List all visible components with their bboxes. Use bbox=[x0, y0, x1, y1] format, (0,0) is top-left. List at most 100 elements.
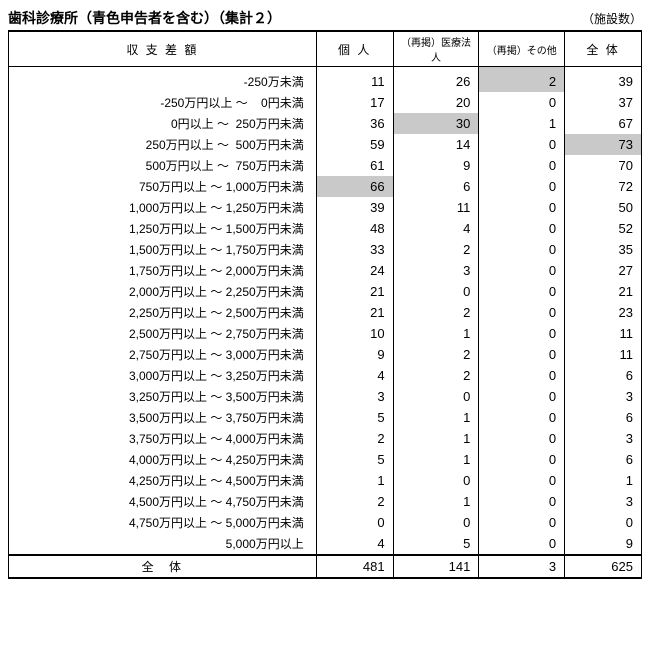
unit-label: （施設数） bbox=[582, 10, 642, 27]
cell-value: 11 bbox=[316, 67, 393, 93]
cell-value: 2 bbox=[393, 302, 479, 323]
cell-value: 11 bbox=[565, 323, 642, 344]
row-label: -250万未満 bbox=[9, 67, 317, 93]
cell-value: 1 bbox=[565, 470, 642, 491]
cell-value: 0 bbox=[479, 344, 565, 365]
cell-value: 6 bbox=[565, 449, 642, 470]
row-label: 2,250万円以上 ～ 2,500万円未満 bbox=[9, 302, 317, 323]
cell-value: 5 bbox=[393, 533, 479, 555]
cell-value: 0 bbox=[393, 281, 479, 302]
cell-value: 26 bbox=[393, 67, 479, 93]
table-row: 1,500万円以上 ～ 1,750万円未満332035 bbox=[9, 239, 642, 260]
table-row: 1,000万円以上 ～ 1,250万円未満3911050 bbox=[9, 197, 642, 218]
cell-value: 0 bbox=[479, 512, 565, 533]
cell-value: 1 bbox=[393, 449, 479, 470]
cell-value: 61 bbox=[316, 155, 393, 176]
cell-value: 67 bbox=[565, 113, 642, 134]
total-value: 141 bbox=[393, 555, 479, 578]
table-row: 3,250万円以上 ～ 3,500万円未満3003 bbox=[9, 386, 642, 407]
cell-value: 50 bbox=[565, 197, 642, 218]
cell-value: 4 bbox=[316, 365, 393, 386]
cell-value: 5 bbox=[316, 407, 393, 428]
cell-value: 3 bbox=[316, 386, 393, 407]
cell-value: 0 bbox=[479, 218, 565, 239]
cell-value: 27 bbox=[565, 260, 642, 281]
row-label: 5,000万円以上 bbox=[9, 533, 317, 555]
cell-value: 11 bbox=[393, 197, 479, 218]
row-label: 750万円以上 ～ 1,000万円未満 bbox=[9, 176, 317, 197]
cell-value: 66 bbox=[316, 176, 393, 197]
cell-value: 2 bbox=[316, 428, 393, 449]
cell-value: 39 bbox=[565, 67, 642, 93]
col-header-corporation: （再掲）医療法人 bbox=[393, 31, 479, 67]
cell-value: 0 bbox=[479, 407, 565, 428]
cell-value: 23 bbox=[565, 302, 642, 323]
table-row: 4,500万円以上 ～ 4,750万円未満2103 bbox=[9, 491, 642, 512]
table-row: 1,750万円以上 ～ 2,000万円未満243027 bbox=[9, 260, 642, 281]
cell-value: 36 bbox=[316, 113, 393, 134]
page-title: 歯科診療所（青色申告者を含む）（集計２） bbox=[8, 8, 281, 28]
cell-value: 0 bbox=[479, 533, 565, 555]
table-row: 4,000万円以上 ～ 4,250万円未満5106 bbox=[9, 449, 642, 470]
cell-value: 14 bbox=[393, 134, 479, 155]
cell-value: 30 bbox=[393, 113, 479, 134]
cell-value: 0 bbox=[393, 512, 479, 533]
cell-value: 0 bbox=[479, 302, 565, 323]
row-label: 250万円以上 ～ 500万円未満 bbox=[9, 134, 317, 155]
cell-value: 0 bbox=[479, 491, 565, 512]
cell-value: 21 bbox=[316, 281, 393, 302]
table-row: 500万円以上 ～ 750万円未満619070 bbox=[9, 155, 642, 176]
header-row: 収 支 差 額 個 人 （再掲）医療法人 （再掲）その他 全 体 bbox=[9, 31, 642, 67]
col-header-label: 収 支 差 額 bbox=[9, 31, 317, 67]
cell-value: 0 bbox=[479, 176, 565, 197]
cell-value: 3 bbox=[393, 260, 479, 281]
table-row: -250万未満1126239 bbox=[9, 67, 642, 93]
table-row: -250万円以上 ～ 0円未満1720037 bbox=[9, 92, 642, 113]
row-label: 1,000万円以上 ～ 1,250万円未満 bbox=[9, 197, 317, 218]
cell-value: 20 bbox=[393, 92, 479, 113]
row-label: 4,500万円以上 ～ 4,750万円未満 bbox=[9, 491, 317, 512]
row-label: 3,000万円以上 ～ 3,250万円未満 bbox=[9, 365, 317, 386]
cell-value: 33 bbox=[316, 239, 393, 260]
cell-value: 39 bbox=[316, 197, 393, 218]
cell-value: 72 bbox=[565, 176, 642, 197]
row-label: 4,000万円以上 ～ 4,250万円未満 bbox=[9, 449, 317, 470]
cell-value: 0 bbox=[393, 386, 479, 407]
cell-value: 10 bbox=[316, 323, 393, 344]
col-header-other: （再掲）その他 bbox=[479, 31, 565, 67]
cell-value: 0 bbox=[479, 260, 565, 281]
table-row: 2,000万円以上 ～ 2,250万円未満210021 bbox=[9, 281, 642, 302]
cell-value: 35 bbox=[565, 239, 642, 260]
cell-value: 2 bbox=[393, 344, 479, 365]
cell-value: 0 bbox=[479, 155, 565, 176]
cell-value: 4 bbox=[316, 533, 393, 555]
cell-value: 5 bbox=[316, 449, 393, 470]
cell-value: 73 bbox=[565, 134, 642, 155]
table-row: 4,750万円以上 ～ 5,000万円未満0000 bbox=[9, 512, 642, 533]
table-row: 5,000万円以上4509 bbox=[9, 533, 642, 555]
cell-value: 0 bbox=[479, 449, 565, 470]
row-label: 0円以上 ～ 250万円未満 bbox=[9, 113, 317, 134]
summary-table: 収 支 差 額 個 人 （再掲）医療法人 （再掲）その他 全 体 -250万未満… bbox=[8, 30, 642, 579]
row-label: 3,500万円以上 ～ 3,750万円未満 bbox=[9, 407, 317, 428]
row-label: 2,000万円以上 ～ 2,250万円未満 bbox=[9, 281, 317, 302]
cell-value: 9 bbox=[316, 344, 393, 365]
cell-value: 0 bbox=[479, 239, 565, 260]
cell-value: 0 bbox=[316, 512, 393, 533]
cell-value: 21 bbox=[565, 281, 642, 302]
cell-value: 6 bbox=[565, 365, 642, 386]
table-row: 0円以上 ～ 250万円未満3630167 bbox=[9, 113, 642, 134]
row-label: 2,750万円以上 ～ 3,000万円未満 bbox=[9, 344, 317, 365]
cell-value: 0 bbox=[479, 386, 565, 407]
row-label: -250万円以上 ～ 0円未満 bbox=[9, 92, 317, 113]
row-label: 2,500万円以上 ～ 2,750万円未満 bbox=[9, 323, 317, 344]
row-label: 3,250万円以上 ～ 3,500万円未満 bbox=[9, 386, 317, 407]
cell-value: 0 bbox=[479, 365, 565, 386]
row-label: 500万円以上 ～ 750万円未満 bbox=[9, 155, 317, 176]
row-label: 1,750万円以上 ～ 2,000万円未満 bbox=[9, 260, 317, 281]
cell-value: 0 bbox=[479, 470, 565, 491]
table-row: 4,250万円以上 ～ 4,500万円未満1001 bbox=[9, 470, 642, 491]
row-label: 1,250万円以上 ～ 1,500万円未満 bbox=[9, 218, 317, 239]
cell-value: 11 bbox=[565, 344, 642, 365]
cell-value: 3 bbox=[565, 491, 642, 512]
